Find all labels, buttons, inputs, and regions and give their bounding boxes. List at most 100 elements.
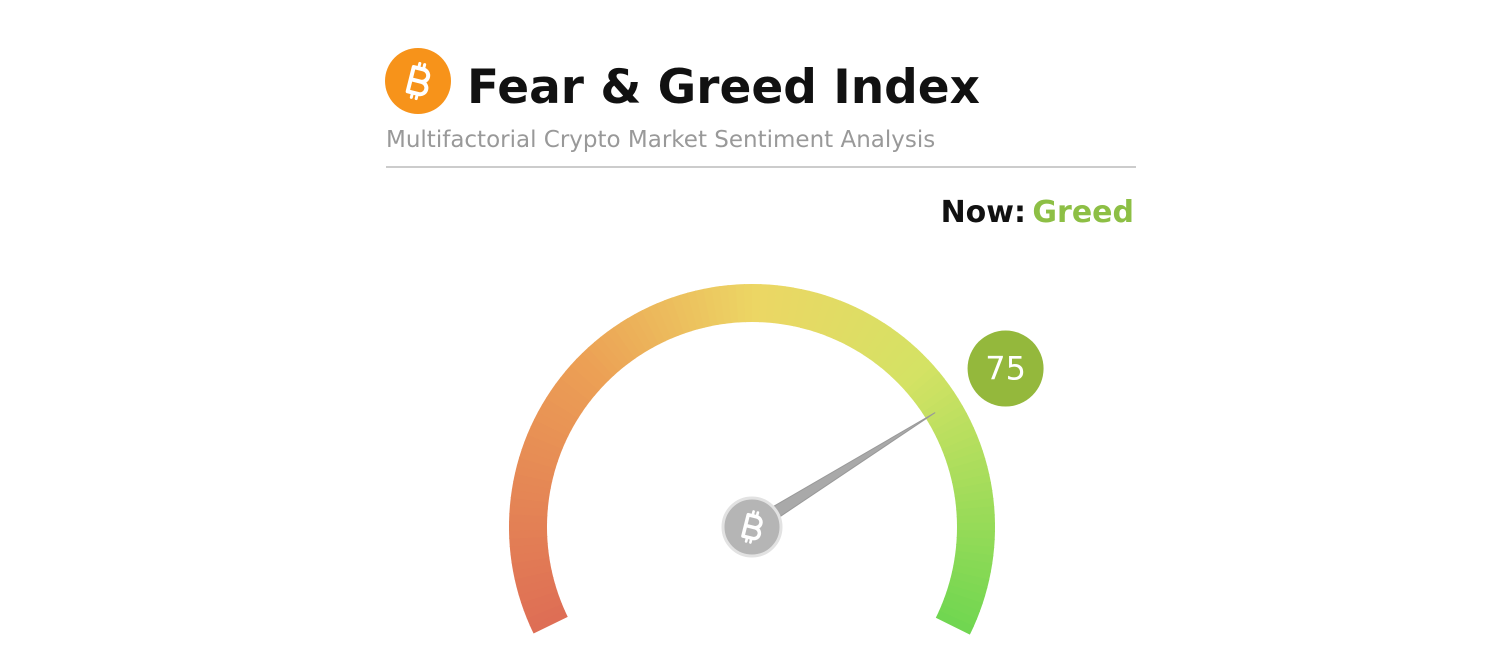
arc-segment [508,521,548,531]
arc-segment [752,284,762,323]
arc-segment [772,285,786,325]
arc-segment [819,297,842,337]
arc-segment [520,590,560,611]
arc-segment [703,287,719,327]
arc-segment [944,442,983,464]
classification: Greed [1032,195,1134,230]
arc-segment [526,603,565,627]
arc-segment [944,591,983,613]
arc-segment [946,450,986,470]
arc-segment [509,529,548,539]
arc-segment [832,303,857,342]
arc-segment [511,480,551,496]
subtitle: Multifactorial Crypto Market Sentiment A… [386,127,935,153]
arc-segment [954,550,994,565]
arc-segment [663,297,686,336]
arc-segment [509,535,548,548]
arc-segment [956,514,995,525]
arc-segment [671,294,692,334]
arc-segment [938,604,978,628]
arc-segment [925,398,963,426]
arc-segment [537,404,576,431]
arc-segment [559,370,596,402]
arc-segment [851,314,878,352]
arc-segment [695,288,712,328]
arc-segment [641,306,666,345]
arc-segment [950,571,990,589]
arc-segment [857,318,885,356]
title: Fear & Greed Index [467,60,980,115]
logo [385,48,451,114]
arc-segment [516,456,556,476]
arc-segment [545,390,583,419]
needle-group: 75 [721,330,1044,558]
arc-segment [533,411,572,437]
arc-segment [909,371,945,403]
arc-segment [918,384,955,414]
arc-segment [510,488,550,503]
arc-segment [648,303,673,342]
arc-segment [516,576,556,596]
gauge-arc [508,284,995,635]
arc-segment [946,584,986,605]
arc-segment [576,352,610,386]
arc-segment [600,331,631,367]
arc-segment [874,332,905,368]
arc-segment [951,564,991,581]
arc-segment [565,364,600,396]
arc-segment [952,473,991,490]
arc-segment [863,322,892,360]
arc-segment [521,441,561,463]
arc-segment [793,288,811,328]
arc-segment [950,465,990,484]
arc-segment [656,300,679,339]
arc-segment [743,284,754,323]
arc-segment [935,610,974,635]
arc-segment [938,427,978,451]
arc-segment [687,290,706,330]
arc-segment [711,286,726,325]
arc-segment [813,295,834,334]
arc-segment [529,609,568,634]
arc-segment [613,322,642,359]
arc-segment [948,577,988,597]
arc-segment [845,310,871,349]
arc-segment [913,378,950,408]
arc-segment [511,556,551,572]
arc-segment [885,342,918,377]
arc-segment [895,353,929,387]
arc-segment [900,359,935,392]
arc-segment [941,434,981,457]
arc-segment [523,596,563,619]
arc-segment [620,317,648,355]
arc-segment [527,426,566,450]
value-badge [967,330,1044,407]
now-label: Now: [941,195,1026,230]
arc-segment [932,412,971,438]
arc-segment [786,287,803,327]
arc-segment [941,597,981,620]
arc-segment [890,347,924,382]
arc-segment [953,481,993,497]
arc-segment [779,286,795,326]
arc-segment [550,383,587,413]
arc-segment [735,284,747,323]
arc-segment [935,419,975,444]
arc-segment [948,457,988,477]
arc-segment [826,300,849,339]
arc-segment [530,418,569,443]
arc-segment [581,347,615,381]
arc-segment [509,496,549,510]
arc-segment [518,583,558,604]
arc-segment [514,570,554,588]
arc-segment [514,464,554,483]
arc-segment [627,313,654,352]
arc-segment [953,557,993,573]
arc-segment [593,336,625,372]
arc-segment [868,327,899,364]
arc-segment [956,522,995,532]
arc-segment [587,341,620,376]
arc-segment [880,337,912,373]
value-label: 75 [985,350,1026,388]
